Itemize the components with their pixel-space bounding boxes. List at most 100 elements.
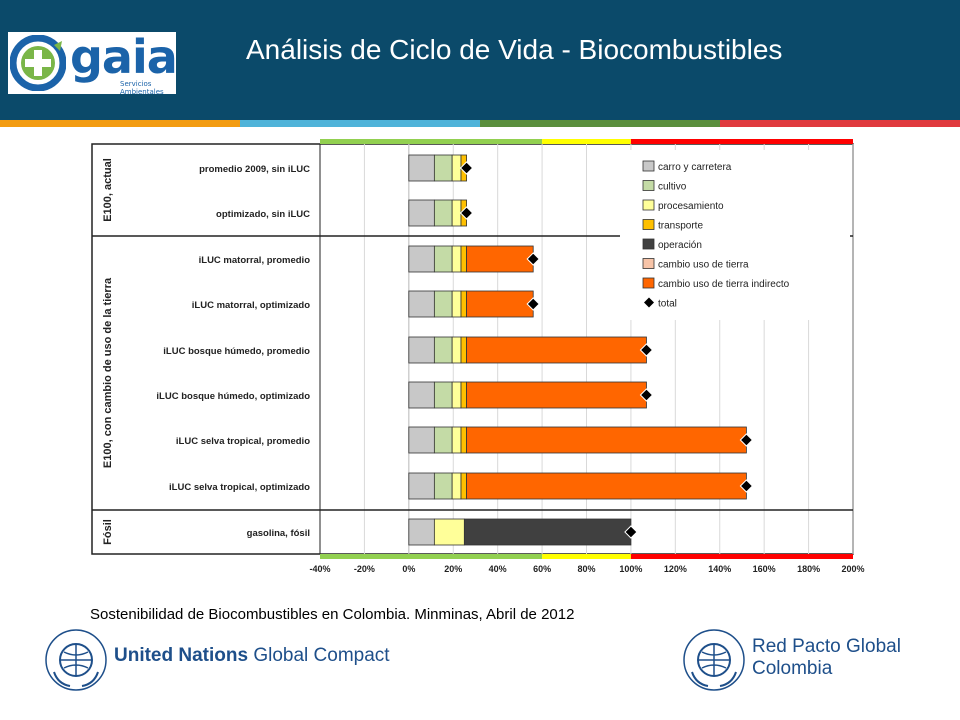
stripe-orange [0,120,240,127]
stripe-red [720,120,960,127]
bar-segment [451,381,462,409]
bar-segment [408,336,435,364]
bar-segment [451,426,462,454]
x-tick-label: 80% [577,564,595,574]
x-tick-label: -40% [309,564,330,574]
total-marker [459,206,474,220]
category-label: iLUC bosque húmedo, promedio [163,346,310,357]
total-marker [624,525,638,539]
stripe-blue [240,120,480,127]
x-tick-label: 60% [533,564,551,574]
group-label: E100, actual [102,158,114,222]
total-marker [639,388,654,402]
bar-segment [460,381,467,409]
x-tick-label: -20% [354,564,375,574]
bar-segment [466,381,647,409]
x-tick-label: 40% [489,564,507,574]
caption: Sostenibilidad de Biocombustibles en Col… [90,606,575,623]
legend-label: carro y carretera [658,162,732,173]
bar-segment [466,336,647,364]
red-pacto-line1: Red Pacto Global [752,636,901,657]
logo-subtitle: Servicios Ambientales [120,80,164,96]
legend-swatch [642,199,655,211]
bar-segment [433,336,453,364]
x-tick-label: 140% [708,564,731,574]
total-marker [459,161,474,175]
bar-segment [408,426,435,454]
bar-segment [463,518,632,546]
header-banner: gaia Servicios Ambientales Análisis de C… [0,0,960,120]
bar-segment [451,199,462,227]
bar-segment [451,154,462,182]
bar-segment [433,245,453,273]
x-tick-label: 100% [619,564,642,574]
legend-label: cambio uso de tierra indirecto [658,279,790,290]
legend-label: operación [658,240,702,251]
bar-segment [466,426,747,454]
red-pacto-line2: Colombia [752,658,833,679]
stripe-green [480,120,720,127]
top-band-0 [320,139,543,144]
total-marker [639,343,654,357]
x-tick-label: 0% [402,564,415,574]
bottom-band-0 [320,554,543,559]
un-rest-text: Global Compact [253,645,390,666]
legend-label: cambio uso de tierra [658,260,749,271]
group-label: E100, con cambio de uso de la tierra [102,277,114,468]
category-label: iLUC matorral, promedio [199,255,311,266]
bar-segment [433,472,453,500]
total-marker [526,252,540,266]
red-pacto-text: Red Pacto Global Colombia [752,636,901,680]
total-marker [739,479,754,493]
bar-segment [466,290,534,318]
legend-swatch [642,238,655,250]
bar-segment [408,518,435,546]
bar-segment [466,472,747,500]
red-pacto-seal-icon [683,629,745,691]
category-label: iLUC matorral, optimizado [192,300,310,311]
category-label: optimizado, sin iLUC [216,209,310,220]
x-tick-label: 160% [753,564,776,574]
bar-segment [408,472,435,500]
legend-label: cultivo [658,182,687,193]
bar-segment [451,472,462,500]
bar-segment [408,199,435,227]
bar-segment [460,336,467,364]
bottom-band-2 [630,554,853,559]
legend-swatch [642,160,655,172]
un-global-compact-text: United Nations Global Compact [114,645,390,667]
bar-segment [451,336,462,364]
category-label: iLUC bosque húmedo, optimizado [156,391,310,402]
bar-segment [466,245,534,273]
bar-segment [408,154,435,182]
gaia-emblem-icon [10,35,66,91]
legend-label: procesamiento [658,201,724,212]
bar-segment [460,472,467,500]
bar-segment [451,290,462,318]
bar-segment [460,426,467,454]
total-marker [739,433,754,447]
logo-text: gaia [70,30,178,84]
un-global-compact-seal-icon [45,629,107,691]
total-marker [526,297,540,311]
un-bold-text: United Nations [114,645,249,666]
x-tick-label: 120% [664,564,687,574]
legend-box [620,150,850,320]
bar-segment [451,245,462,273]
bar-segment [433,199,453,227]
legend-swatch [642,277,655,289]
bar-segment [433,518,465,546]
x-tick-label: 200% [841,564,864,574]
bar-segment [408,381,435,409]
bar-segment [460,245,467,273]
legend-label: transporte [658,221,703,232]
gaia-logo: gaia Servicios Ambientales [8,30,178,96]
category-label: gasolina, fósil [247,528,310,539]
bar-segment [433,290,453,318]
x-tick-label: 20% [444,564,462,574]
bar-segment [433,154,453,182]
bar-segment [460,290,467,318]
top-band-1 [542,139,631,144]
page-title: Análisis de Ciclo de Vida - Biocombustib… [246,34,783,65]
